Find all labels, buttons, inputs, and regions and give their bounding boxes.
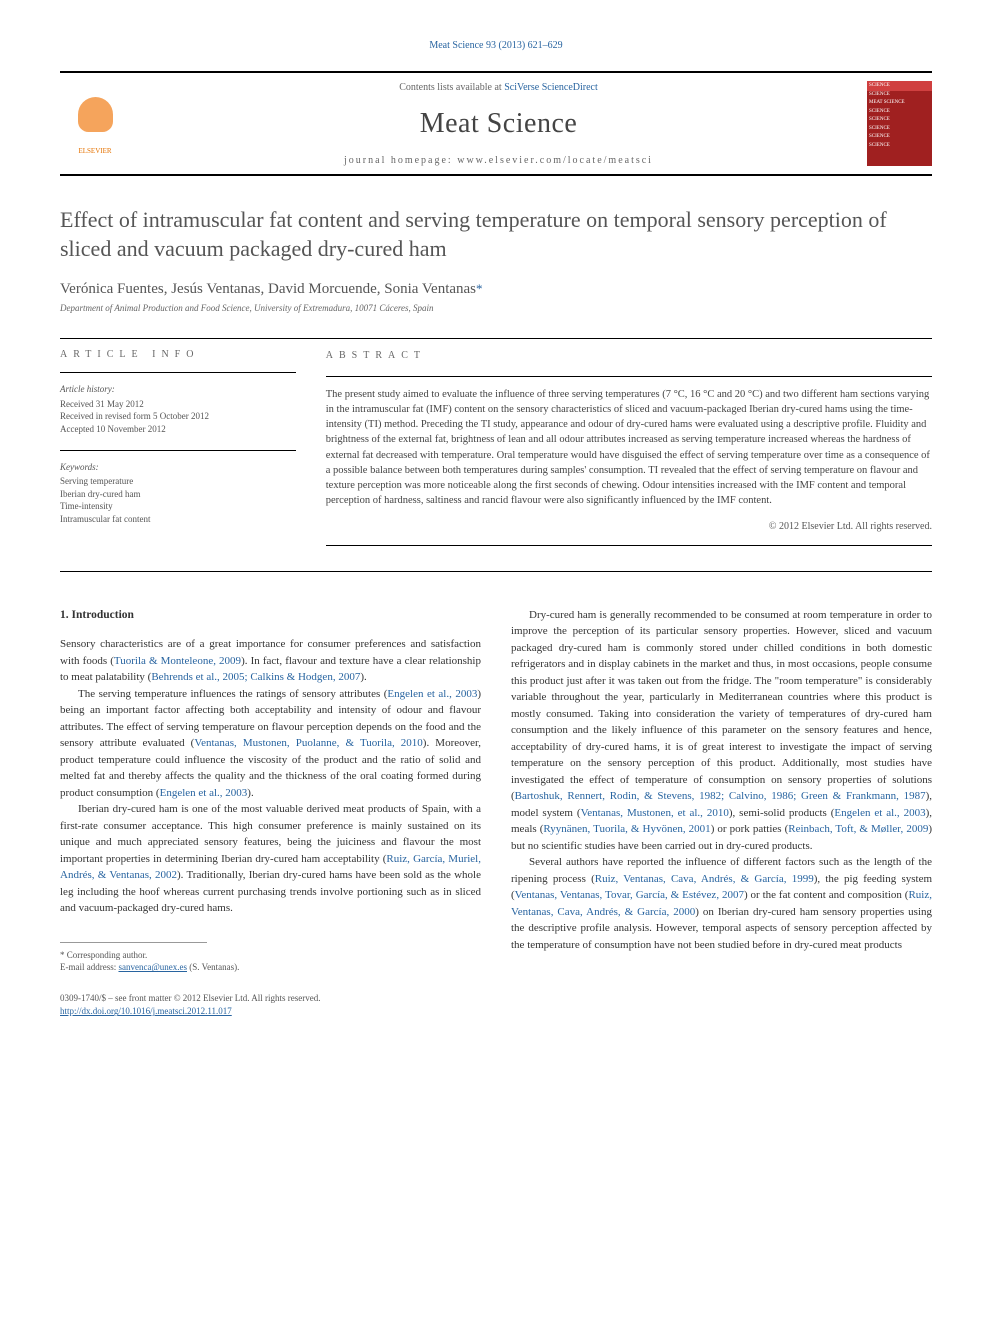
history-revised: Received in revised form 5 October 2012 [60, 410, 296, 423]
citation-link[interactable]: Reinbach, Toft, & Møller, 2009 [788, 823, 928, 835]
footnote-corresp: * Corresponding author. [60, 949, 481, 962]
abstract-text: The present study aimed to evaluate the … [326, 387, 932, 509]
footnote-email-link[interactable]: sanvenca@unex.es [118, 962, 187, 972]
copyright-line: © 2012 Elsevier Ltd. All rights reserved… [326, 520, 932, 535]
citation-link[interactable]: Ventanas, Ventanas, Tovar, García, & Est… [515, 889, 744, 901]
body-paragraph: Several authors have reported the influe… [511, 854, 932, 953]
authors-line: Verónica Fuentes, Jesús Ventanas, David … [60, 281, 932, 298]
journal-name: Meat Science [130, 108, 867, 140]
citation-link[interactable]: Engelen et al., 2003 [160, 787, 248, 799]
history-received: Received 31 May 2012 [60, 398, 296, 411]
right-column: Dry-cured ham is generally recommended t… [511, 607, 932, 1019]
header-citation: Meat Science 93 (2013) 621–629 [60, 40, 932, 51]
keywords-label: Keywords: [60, 461, 296, 474]
article-title: Effect of intramuscular fat content and … [60, 206, 932, 263]
footer-bar: 0309-1740/$ – see front matter © 2012 El… [60, 992, 481, 1019]
footer-doi-link[interactable]: http://dx.doi.org/10.1016/j.meatsci.2012… [60, 1006, 232, 1016]
footnote-email-label: E-mail address: [60, 962, 118, 972]
divider [60, 372, 296, 373]
cover-line: SCIENCE [869, 134, 930, 141]
citation-link[interactable]: Ventanas, Mustonen, Puolanne, & Tuorila,… [194, 737, 422, 749]
citation-link[interactable]: Tuorila & Monteleone, 2009 [114, 655, 241, 667]
homepage-label: journal homepage: [344, 155, 457, 166]
affiliation: Department of Animal Production and Food… [60, 303, 932, 313]
abstract-column: ABSTRACT The present study aimed to eval… [326, 349, 932, 556]
body-paragraph: Sensory characteristics are of a great i… [60, 636, 481, 686]
body-paragraph: Iberian dry-cured ham is one of the most… [60, 801, 481, 917]
body-columns: 1. Introduction Sensory characteristics … [60, 607, 932, 1019]
cover-line: SCIENCE [869, 126, 930, 133]
footnote-separator [60, 942, 207, 943]
article-info-heading: ARTICLE INFO [60, 349, 296, 360]
elsevier-logo: ELSEVIER [60, 84, 130, 164]
contents-lists-label: Contents lists available at [399, 82, 504, 93]
divider [326, 376, 932, 377]
footnote-block: * Corresponding author. E-mail address: … [60, 949, 481, 974]
journal-homepage: journal homepage: www.elsevier.com/locat… [130, 155, 867, 166]
divider [60, 450, 296, 451]
section-heading: 1. Introduction [60, 607, 481, 624]
keyword-item: Time-intensity [60, 500, 296, 513]
homepage-url: www.elsevier.com/locate/meatsci [457, 155, 653, 166]
body-paragraph: Dry-cured ham is generally recommended t… [511, 607, 932, 855]
keyword-item: Intramuscular fat content [60, 513, 296, 526]
history-accepted: Accepted 10 November 2012 [60, 423, 296, 436]
corresponding-mark-icon: * [476, 281, 483, 296]
footer-issn: 0309-1740/$ – see front matter © 2012 El… [60, 992, 321, 1006]
journal-cover-thumbnail: SCIENCESCIENCEMEAT SCIENCESCIENCESCIENCE… [867, 81, 932, 166]
keyword-item: Serving temperature [60, 475, 296, 488]
citation-link[interactable]: Ruiz, García, Muriel, Andrés, & Ventanas… [60, 853, 481, 882]
left-column: 1. Introduction Sensory characteristics … [60, 607, 481, 1019]
cover-line: MEAT SCIENCE [869, 100, 930, 107]
publisher-name: ELSEVIER [78, 147, 111, 155]
elsevier-tree-icon [73, 92, 118, 147]
citation-link[interactable]: Ventanas, Mustonen, et al., 2010 [581, 807, 729, 819]
divider [60, 571, 932, 572]
citation-link[interactable]: Ruiz, Ventanas, Cava, Andrés, & García, … [595, 873, 814, 885]
cover-line: SCIENCE [869, 143, 930, 150]
footnote-email-tail: (S. Ventanas). [187, 962, 239, 972]
keyword-item: Iberian dry-cured ham [60, 488, 296, 501]
sciverse-link[interactable]: SciVerse ScienceDirect [504, 82, 598, 93]
contents-lists-text: Contents lists available at SciVerse Sci… [130, 82, 867, 93]
article-info-column: ARTICLE INFO Article history: Received 3… [60, 349, 296, 556]
cover-line: SCIENCE [869, 83, 930, 90]
citation-link[interactable]: Engelen et al., 2003 [834, 807, 925, 819]
citation-link[interactable]: Ryynänen, Tuorila, & Hyvönen, 2001 [543, 823, 710, 835]
abstract-heading: ABSTRACT [326, 349, 932, 364]
citation-link[interactable]: Engelen et al., 2003 [387, 688, 477, 700]
cover-line: SCIENCE [869, 92, 930, 99]
history-label: Article history: [60, 383, 296, 396]
journal-header-box: ELSEVIER Contents lists available at Sci… [60, 71, 932, 176]
divider [60, 338, 932, 339]
divider [326, 545, 932, 546]
body-paragraph: The serving temperature influences the r… [60, 686, 481, 802]
citation-link[interactable]: Bartoshuk, Rennert, Rodin, & Stevens, 19… [515, 790, 926, 802]
cover-line: SCIENCE [869, 109, 930, 116]
authors-names: Verónica Fuentes, Jesús Ventanas, David … [60, 281, 476, 297]
cover-line: SCIENCE [869, 117, 930, 124]
citation-link[interactable]: Behrends et al., 2005; Calkins & Hodgen,… [151, 671, 360, 683]
